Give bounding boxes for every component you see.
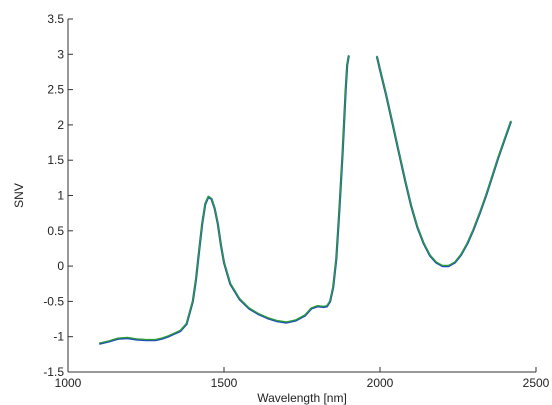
- y-tick-label: 3.5: [47, 12, 64, 26]
- x-axis-title: Wavelength [nm]: [257, 391, 347, 405]
- x-tick-label: 1000: [55, 376, 82, 390]
- y-tick-label: 0: [57, 259, 64, 273]
- x-tick-label: 2000: [367, 376, 394, 390]
- x-tick-label: 1500: [211, 376, 238, 390]
- x-ticks: 1000 1500 2000 2500: [55, 367, 550, 390]
- y-tick-label: 0.5: [47, 224, 64, 238]
- series-1-line-segment-0: [99, 54, 350, 344]
- x-tick-label: 2500: [523, 376, 550, 390]
- y-ticks: -1.5 -1 -0.5 0 0.5 1 1.5 2 2.5 3 3.5: [43, 12, 73, 379]
- y-tick-label: 2.5: [47, 83, 64, 97]
- y-tick-label: -0.5: [43, 294, 64, 308]
- series-0-line-segment-1: [375, 56, 513, 268]
- y-tick-label: -1: [53, 330, 64, 344]
- y-tick-label: 1.5: [47, 153, 64, 167]
- series-1-line-segment-1: [376, 55, 512, 266]
- y-axis-title: SNV: [12, 183, 26, 208]
- series-0-line-segment-0: [98, 55, 350, 345]
- y-tick-label: 3: [57, 47, 64, 61]
- y-tick-label: -1.5: [43, 365, 64, 379]
- y-tick-label: 2: [57, 118, 64, 132]
- plot-lines: [98, 54, 513, 345]
- y-tick-label: 1: [57, 189, 64, 203]
